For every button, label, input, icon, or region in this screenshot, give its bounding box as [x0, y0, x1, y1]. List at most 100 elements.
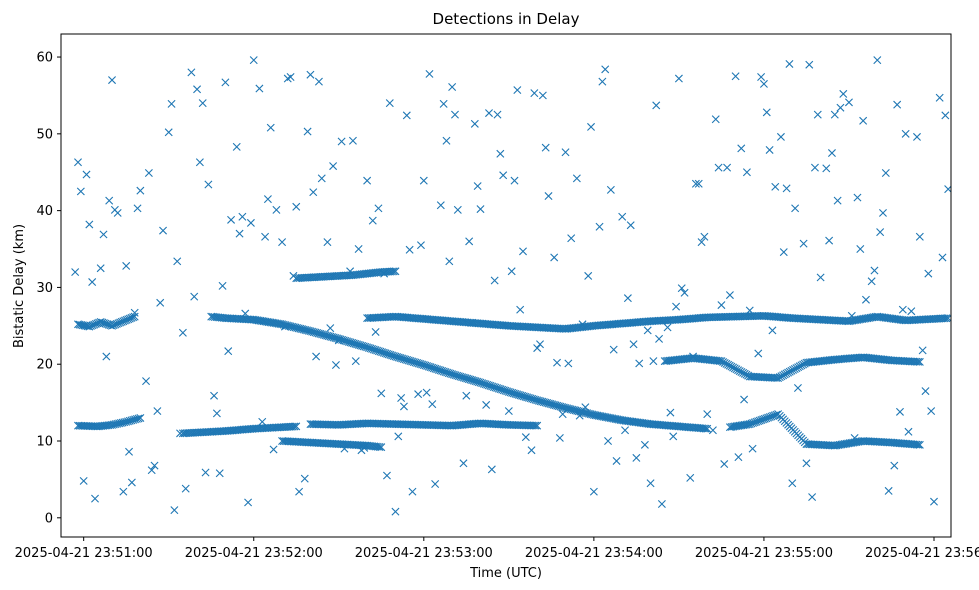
y-tick-label: 0	[45, 511, 53, 526]
data-point	[779, 248, 788, 257]
data-point	[553, 358, 562, 367]
data-point	[827, 149, 836, 158]
data-point	[895, 407, 904, 416]
data-point	[878, 208, 887, 217]
data-point	[391, 507, 400, 516]
data-point	[663, 323, 672, 332]
data-point	[493, 110, 502, 119]
x-tick-label: 2025-04-21 23:55:00	[695, 546, 833, 561]
data-point	[867, 277, 876, 286]
data-point	[793, 384, 802, 393]
data-point	[833, 196, 842, 205]
data-point	[584, 271, 593, 280]
data-point	[782, 184, 791, 193]
data-point	[674, 74, 683, 83]
data-point	[649, 357, 658, 366]
data-point	[431, 480, 440, 489]
track-point-upper-mid	[387, 267, 396, 276]
data-point	[261, 232, 270, 241]
data-point	[122, 261, 131, 270]
data-point	[666, 408, 675, 417]
data-point	[550, 253, 559, 262]
x-axis-label: Time (UTC)	[469, 566, 542, 581]
data-point	[521, 433, 530, 442]
track-point-left-cluster	[77, 320, 86, 329]
data-point	[470, 119, 479, 128]
data-point	[799, 239, 808, 248]
data-point	[346, 267, 355, 276]
track-point-left-cluster	[130, 312, 139, 321]
track-point-level-26	[942, 314, 951, 323]
data-point	[496, 149, 505, 158]
data-point	[224, 347, 233, 356]
y-tick-label: 10	[36, 435, 53, 450]
plot-area	[71, 56, 951, 516]
data-point	[71, 268, 80, 277]
chart-title: Detections in Delay	[433, 10, 580, 28]
data-point	[898, 305, 907, 314]
data-point	[159, 226, 168, 235]
track-point-left-cluster	[75, 320, 84, 329]
data-point	[490, 276, 499, 285]
data-point	[351, 357, 360, 366]
data-point	[329, 162, 338, 171]
data-point	[853, 193, 862, 202]
data-point	[788, 479, 797, 488]
data-point	[178, 328, 187, 337]
data-point	[312, 352, 321, 361]
data-point	[856, 245, 865, 254]
data-point	[640, 440, 649, 449]
track-point-upper-mid	[391, 267, 400, 276]
data-point	[382, 471, 391, 480]
track-point-lower-flat	[531, 421, 540, 430]
x-tick-label: 2025-04-21 23:51:00	[15, 546, 153, 561]
data-point	[691, 179, 700, 188]
data-point	[215, 469, 224, 478]
data-point	[334, 336, 343, 345]
data-point	[589, 487, 598, 496]
data-point	[416, 241, 425, 250]
track-point-lower-left	[136, 413, 145, 422]
data-point	[816, 273, 825, 282]
data-point	[380, 269, 389, 278]
data-point	[757, 73, 766, 81]
data-point	[587, 122, 596, 131]
y-tick-label: 30	[36, 281, 53, 296]
data-point	[572, 174, 581, 183]
data-point	[473, 182, 482, 191]
data-point	[303, 127, 312, 136]
data-point	[450, 110, 459, 119]
data-point	[742, 168, 751, 177]
data-point	[771, 182, 780, 191]
data-point	[99, 230, 108, 239]
data-point	[618, 212, 627, 221]
data-point	[360, 443, 369, 452]
data-point	[309, 188, 318, 197]
track-point-descending	[703, 424, 712, 433]
data-point	[652, 101, 661, 110]
data-point	[195, 158, 204, 167]
data-point	[218, 281, 227, 290]
data-point	[912, 132, 921, 141]
data-point	[425, 69, 434, 78]
data-point	[108, 76, 117, 85]
data-point	[119, 487, 128, 496]
data-point	[723, 163, 732, 172]
track-point-low-right	[742, 420, 751, 429]
data-point	[839, 89, 848, 98]
data-point	[612, 456, 621, 465]
data-point	[173, 257, 182, 266]
data-point	[785, 59, 794, 68]
data-point	[436, 201, 445, 210]
data-point	[74, 158, 82, 167]
data-point	[516, 305, 525, 314]
data-point	[96, 264, 105, 273]
data-point	[595, 222, 604, 231]
data-point	[536, 340, 545, 349]
data-point	[76, 187, 85, 196]
data-point	[280, 322, 289, 331]
data-point	[153, 407, 162, 416]
data-point	[82, 170, 91, 179]
data-point	[125, 447, 134, 456]
data-point	[609, 345, 618, 354]
